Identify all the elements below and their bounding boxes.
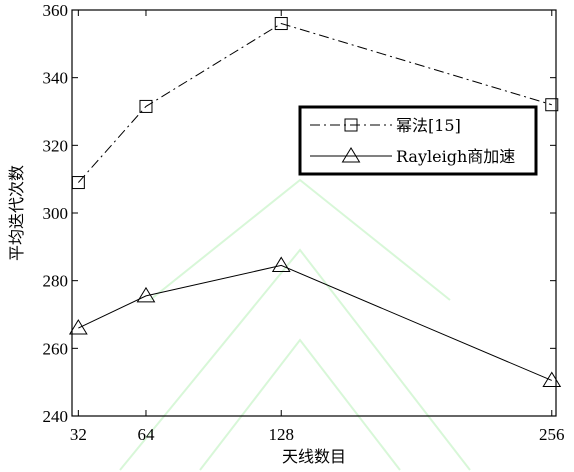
y-tick-label: 240	[43, 407, 69, 426]
x-tick-label: 128	[268, 425, 294, 444]
data-point	[68, 319, 88, 335]
y-tick-label: 300	[43, 204, 69, 223]
y-axis-label: 平均迭代次数	[7, 165, 26, 261]
legend-marker	[344, 118, 358, 132]
series-1	[71, 17, 559, 190]
data-point	[139, 99, 153, 113]
legend-entry: 幂法[15]	[310, 116, 461, 135]
series-line	[77, 22, 552, 183]
x-tick-label: 64	[137, 425, 155, 444]
legend-frame	[298, 105, 538, 176]
data-point	[274, 17, 288, 31]
x-tick-label: 256	[539, 425, 565, 444]
legend-entry: Rayleigh商加速	[310, 147, 515, 166]
y-tick-label: 360	[43, 1, 69, 20]
data-point	[542, 371, 562, 387]
series-line	[78, 264, 552, 381]
series-2	[68, 256, 562, 387]
legend-label: 幂法[15]	[396, 116, 461, 135]
data-point	[271, 256, 291, 272]
x-axis: 32 64 128 256	[70, 10, 565, 444]
y-tick-label: 280	[43, 272, 69, 291]
legend-label: Rayleigh商加速	[396, 147, 515, 166]
legend: 幂法[15] Rayleigh商加速	[298, 105, 538, 176]
series-layer	[68, 17, 562, 387]
y-tick-label: 320	[43, 136, 69, 155]
y-axis: 240 260 280 300 320 340 360	[43, 1, 556, 426]
x-axis-label: 天线数目	[282, 447, 346, 466]
legend-marker	[341, 147, 361, 163]
plot-area-frame	[71, 9, 557, 417]
data-point	[71, 176, 85, 190]
x-tick-label: 32	[70, 425, 87, 444]
data-point	[545, 98, 559, 112]
y-tick-label: 340	[43, 69, 69, 88]
y-tick-label: 260	[43, 339, 69, 358]
data-point	[136, 286, 156, 303]
watermark	[119, 178, 471, 471]
